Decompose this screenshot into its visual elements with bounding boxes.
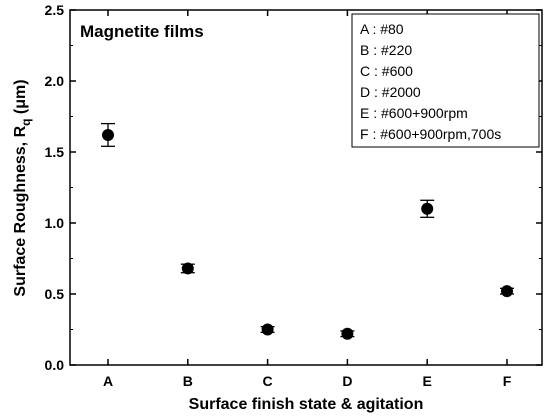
x-tick-label-3: D bbox=[342, 373, 352, 389]
y-axis-title-subscript: q bbox=[19, 119, 33, 126]
legend-item-5: F : #600+900rpm,700s bbox=[360, 126, 501, 142]
y-tick-label-4: 2.0 bbox=[45, 73, 65, 89]
x-tick-label-5: F bbox=[503, 373, 512, 389]
y-tick-label-0: 0.0 bbox=[45, 357, 65, 373]
y-tick-label-2: 1.0 bbox=[45, 215, 65, 231]
data-point-B bbox=[181, 262, 194, 275]
legend-item-3: D : #2000 bbox=[360, 84, 421, 100]
x-axis: A B C D E F bbox=[103, 10, 512, 389]
data-point-F bbox=[501, 285, 513, 298]
x-tick-label-1: B bbox=[183, 373, 193, 389]
data-point-A bbox=[102, 128, 114, 141]
chart-title: Magnetite films bbox=[80, 22, 204, 41]
data-point-E bbox=[421, 202, 434, 215]
data-point-C bbox=[261, 323, 274, 336]
data-point-D bbox=[341, 327, 354, 340]
x-tick-label-4: E bbox=[423, 373, 432, 389]
x-tick-label-0: A bbox=[103, 373, 113, 389]
data-points bbox=[101, 122, 514, 340]
y-axis-title-main: Surface Roughness, R bbox=[12, 125, 29, 296]
y-axis: 0.0 0.5 1.0 1.5 2.0 2.5 bbox=[45, 2, 542, 373]
y-tick-label-5: 2.5 bbox=[45, 2, 65, 18]
legend-item-0: A : #80 bbox=[360, 21, 404, 37]
x-tick-label-2: C bbox=[263, 373, 273, 389]
legend-item-2: C : #600 bbox=[360, 63, 413, 79]
legend-item-4: E : #600+900rpm bbox=[360, 105, 468, 121]
y-tick-label-1: 0.5 bbox=[45, 286, 65, 302]
y-axis-title: Surface Roughness, Rq (μm) bbox=[12, 79, 33, 296]
y-axis-title-unit: (μm) bbox=[12, 79, 29, 118]
legend-item-1: B : #220 bbox=[360, 42, 412, 58]
x-axis-title: Surface finish state & agitation bbox=[189, 396, 424, 413]
legend-box: A : #80 B : #220 C : #600 D : #2000 E : #600… bbox=[351, 13, 540, 148]
y-tick-label-3: 1.5 bbox=[45, 144, 65, 160]
